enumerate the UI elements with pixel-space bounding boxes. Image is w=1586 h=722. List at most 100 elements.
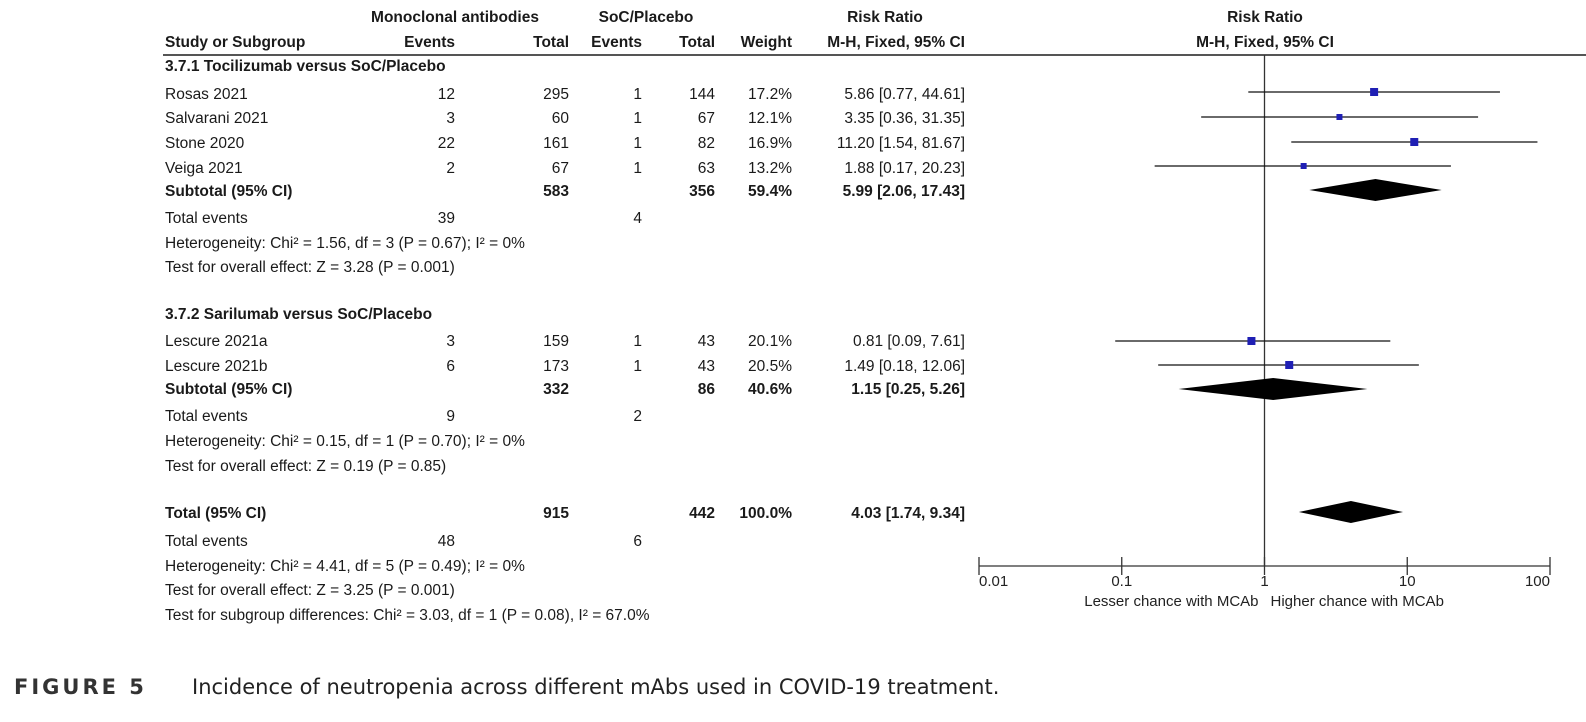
total-events-label: Total events bbox=[165, 210, 248, 227]
rr-header: Risk Ratio bbox=[847, 9, 923, 26]
figure-label: FIGURE 5 bbox=[14, 675, 147, 699]
subgroup-title: 3.7.2 Sarilumab versus SoC/Placebo bbox=[165, 306, 433, 323]
pooled-diamond bbox=[1178, 378, 1368, 400]
axis-right-label: Higher chance with MCAb bbox=[1271, 593, 1444, 610]
total1-cell: 67 bbox=[551, 160, 569, 177]
study-name: Lescure 2021b bbox=[165, 358, 268, 375]
events2-cell: 4 bbox=[633, 210, 642, 227]
total2-cell: 442 bbox=[689, 505, 715, 522]
events1-cell: 22 bbox=[437, 135, 455, 152]
total-events-label: Total events bbox=[165, 533, 248, 550]
x-tick-label: 1 bbox=[1260, 573, 1268, 590]
ci-cell: 3.35 [0.36, 31.35] bbox=[844, 110, 965, 127]
overall-effect-text: Test for overall effect: Z = 3.28 (P = 0… bbox=[165, 259, 455, 276]
x-tick-label: 100 bbox=[1525, 573, 1550, 590]
figure-caption: Incidence of neutropenia across differen… bbox=[192, 675, 1000, 699]
study-name: Rosas 2021 bbox=[165, 86, 248, 103]
total2-cell: 86 bbox=[697, 381, 715, 398]
study-name: Salvarani 2021 bbox=[165, 110, 269, 127]
total2-header: Total bbox=[679, 34, 715, 51]
pooled-diamond bbox=[1309, 179, 1442, 201]
total1-cell: 295 bbox=[543, 86, 569, 103]
total2-cell: 144 bbox=[689, 86, 715, 103]
weight-cell: 20.1% bbox=[748, 333, 792, 350]
total-events-label: Total events bbox=[165, 408, 248, 425]
events2-cell: 1 bbox=[633, 110, 642, 127]
axis-left-label: Lesser chance with MCAb bbox=[1084, 593, 1258, 610]
events2-cell: 1 bbox=[633, 86, 642, 103]
weight-cell: 100.0% bbox=[739, 505, 792, 522]
events1-cell: 3 bbox=[446, 110, 455, 127]
total1-cell: 583 bbox=[543, 183, 569, 200]
events2-cell: 6 bbox=[633, 533, 642, 550]
events2-cell: 1 bbox=[633, 333, 642, 350]
total1-cell: 60 bbox=[551, 110, 569, 127]
events1-cell: 2 bbox=[446, 160, 455, 177]
total1-header: Total bbox=[533, 34, 569, 51]
study-name: Lescure 2021a bbox=[165, 333, 268, 350]
weight-header: Weight bbox=[740, 34, 792, 51]
subtotal-label: Subtotal (95% CI) bbox=[165, 381, 293, 398]
total2-cell: 43 bbox=[697, 358, 715, 375]
events2-cell: 2 bbox=[633, 408, 642, 425]
total2-cell: 63 bbox=[697, 160, 715, 177]
weight-cell: 17.2% bbox=[748, 86, 792, 103]
point-estimate bbox=[1336, 114, 1343, 120]
subtotal-label: Subtotal (95% CI) bbox=[165, 183, 293, 200]
weight-cell: 16.9% bbox=[748, 135, 792, 152]
weight-cell: 40.6% bbox=[748, 381, 792, 398]
ci-cell: 0.81 [0.09, 7.61] bbox=[852, 333, 965, 350]
point-estimate bbox=[1370, 88, 1379, 96]
point-estimate bbox=[1285, 361, 1294, 369]
group1-header: Monoclonal antibodies bbox=[371, 9, 539, 26]
events1-cell: 12 bbox=[437, 86, 455, 103]
events1-cell: 9 bbox=[446, 408, 455, 425]
point-estimate bbox=[1247, 337, 1256, 345]
ci-cell: 4.03 [1.74, 9.34] bbox=[851, 505, 965, 522]
weight-cell: 13.2% bbox=[748, 160, 792, 177]
x-tick-label: 10 bbox=[1399, 573, 1416, 590]
ci-cell: 1.15 [0.25, 5.26] bbox=[851, 381, 965, 398]
events1-cell: 6 bbox=[446, 358, 455, 375]
method-header: M-H, Fixed, 95% CI bbox=[827, 34, 965, 51]
total2-cell: 82 bbox=[697, 135, 715, 152]
total2-cell: 356 bbox=[689, 183, 715, 200]
events1-header: Events bbox=[404, 34, 455, 51]
x-tick-label: 0.01 bbox=[979, 573, 1008, 590]
heterogeneity-text: Heterogeneity: Chi² = 1.56, df = 3 (P = … bbox=[165, 235, 525, 252]
total2-cell: 67 bbox=[697, 110, 715, 127]
x-tick-label: 0.1 bbox=[1111, 573, 1132, 590]
study-name: Stone 2020 bbox=[165, 135, 245, 152]
overall-effect-text: Test for overall effect: Z = 3.25 (P = 0… bbox=[165, 582, 455, 599]
subgroup-title: 3.7.1 Tocilizumab versus SoC/Placebo bbox=[165, 58, 446, 75]
plot-method-header: M-H, Fixed, 95% CI bbox=[1196, 34, 1334, 51]
ci-cell: 1.49 [0.18, 12.06] bbox=[844, 358, 965, 375]
heterogeneity-text: Heterogeneity: Chi² = 0.15, df = 1 (P = … bbox=[165, 433, 525, 450]
ci-cell: 11.20 [1.54, 81.67] bbox=[836, 135, 965, 152]
total1-cell: 332 bbox=[543, 381, 569, 398]
weight-cell: 20.5% bbox=[748, 358, 792, 375]
ci-cell: 5.86 [0.77, 44.61] bbox=[844, 86, 965, 103]
subgroup-differences-text: Test for subgroup differences: Chi² = 3.… bbox=[165, 607, 650, 624]
point-estimate bbox=[1300, 163, 1307, 169]
total1-cell: 915 bbox=[543, 505, 569, 522]
pooled-diamond bbox=[1298, 501, 1404, 523]
events2-cell: 1 bbox=[633, 135, 642, 152]
total-label: Total (95% CI) bbox=[165, 505, 267, 522]
events1-cell: 48 bbox=[437, 533, 455, 550]
events2-cell: 1 bbox=[633, 358, 642, 375]
events2-cell: 1 bbox=[633, 160, 642, 177]
events1-cell: 39 bbox=[437, 210, 455, 227]
group2-header: SoC/Placebo bbox=[598, 9, 694, 26]
weight-cell: 59.4% bbox=[748, 183, 792, 200]
total1-cell: 159 bbox=[543, 333, 569, 350]
study-name: Veiga 2021 bbox=[165, 160, 243, 177]
total2-cell: 43 bbox=[697, 333, 715, 350]
plot-header: Risk Ratio bbox=[1227, 9, 1303, 26]
ci-cell: 1.88 [0.17, 20.23] bbox=[844, 160, 965, 177]
weight-cell: 12.1% bbox=[748, 110, 792, 127]
events1-cell: 3 bbox=[446, 333, 455, 350]
total1-cell: 173 bbox=[543, 358, 569, 375]
study-column-header: Study or Subgroup bbox=[165, 34, 306, 51]
heterogeneity-text: Heterogeneity: Chi² = 4.41, df = 5 (P = … bbox=[165, 558, 525, 575]
